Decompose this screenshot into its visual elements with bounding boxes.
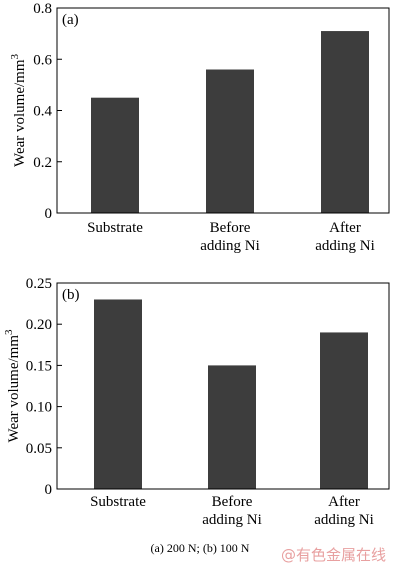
y-axis-label-text: Wear volume/mm bbox=[6, 335, 22, 443]
figure-caption: (a) 200 N; (b) 100 N bbox=[150, 541, 250, 555]
bar-1 bbox=[91, 97, 139, 213]
y-tick-label: 0.2 bbox=[33, 155, 52, 171]
y-axis-label: Wear volume/mm3 bbox=[3, 329, 22, 443]
bar-2 bbox=[206, 69, 254, 213]
x-category-label: Substrate bbox=[87, 220, 143, 236]
x-category-label: adding Ni bbox=[202, 512, 262, 528]
chart-panel-a: 0 0.2 0.4 0.6 0.8 Substrate Before adding Ni Aft… bbox=[9, 1, 390, 254]
y-tick-label: 0.20 bbox=[26, 317, 52, 333]
y-tick-label: 0.15 bbox=[26, 358, 52, 374]
y-tick-label: 0.4 bbox=[33, 104, 52, 120]
chart-panel-b: 0 0.05 0.10 0.15 0.20 0.25 Substrate Before addi… bbox=[3, 276, 390, 528]
y-tick-label: 0 bbox=[45, 482, 53, 498]
panel-label: (a) bbox=[62, 12, 79, 28]
y-tick-label: 0.25 bbox=[26, 276, 52, 292]
y-axis-label-superscript: 3 bbox=[3, 329, 15, 335]
x-category-label: adding Ni bbox=[315, 238, 375, 254]
panel-label: (b) bbox=[62, 287, 80, 303]
y-axis-label: Wear volume/mm3 bbox=[9, 53, 28, 167]
y-tick-label: 0.8 bbox=[33, 1, 52, 17]
bar-1 bbox=[94, 299, 142, 489]
x-category-label: Substrate bbox=[90, 494, 146, 510]
y-tick-label: 0.6 bbox=[33, 52, 52, 68]
y-tick-label: 0 bbox=[45, 206, 53, 222]
bar-3 bbox=[320, 332, 368, 489]
y-tick-label: 0.10 bbox=[26, 400, 52, 416]
x-category-label: adding Ni bbox=[314, 512, 374, 528]
watermark: @有色金属在线 bbox=[280, 546, 386, 564]
x-category-label: Before bbox=[212, 494, 253, 510]
y-tick-label: 0.05 bbox=[26, 441, 52, 457]
bar-2 bbox=[208, 365, 256, 489]
plot-frame bbox=[56, 282, 390, 490]
x-category-label: After bbox=[329, 220, 361, 236]
x-category-label: adding Ni bbox=[200, 238, 260, 254]
bar-3 bbox=[321, 31, 369, 213]
y-axis-label-superscript: 3 bbox=[9, 53, 21, 59]
x-category-label: Before bbox=[210, 220, 251, 236]
y-axis-label-text: Wear volume/mm bbox=[12, 59, 28, 167]
x-category-label: After bbox=[328, 494, 360, 510]
